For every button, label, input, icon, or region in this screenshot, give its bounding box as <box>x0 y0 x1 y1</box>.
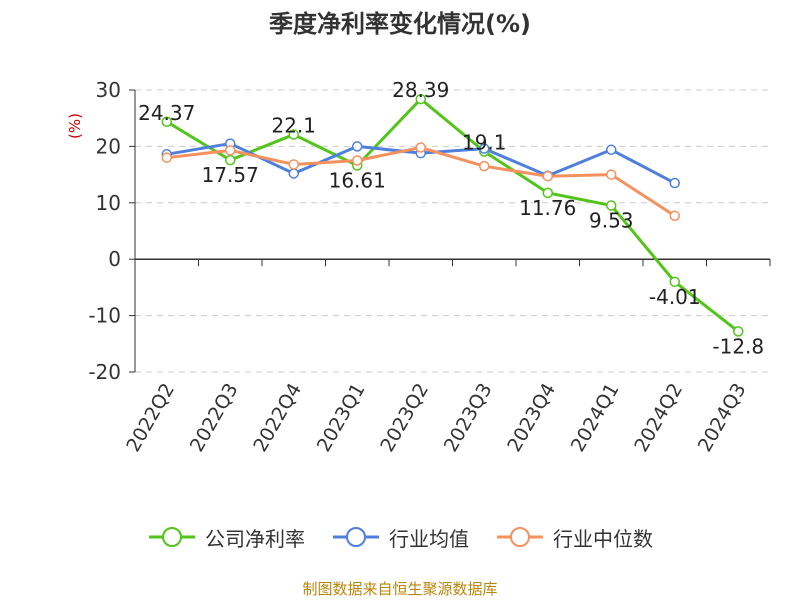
legend-label: 行业均值 <box>389 526 469 551</box>
data-point <box>669 276 680 288</box>
data-point <box>225 154 236 166</box>
data-point <box>733 326 744 337</box>
data-label: 9.53 <box>589 208 634 232</box>
legend-label: 公司净利率 <box>205 526 305 551</box>
gridlines <box>135 89 770 373</box>
data-point <box>606 169 617 180</box>
y-tick-label: 0 <box>108 247 121 271</box>
legend-swatch-icon <box>333 527 379 547</box>
data-point <box>352 155 363 166</box>
data-point <box>288 159 299 170</box>
source-note: 制图数据来自恒生聚源数据库 <box>302 580 498 598</box>
legend-label: 行业中位数 <box>553 526 653 551</box>
data-point <box>669 210 680 222</box>
data-point <box>161 152 172 163</box>
data-labels: 24.37 17.57 22.1 16.61 28.39 19.1 11.76 9.53 -4.… <box>138 78 764 358</box>
legend: 公司净利率 行业均值 行业中位数 <box>0 520 800 554</box>
data-label: -4.01 <box>649 285 701 309</box>
data-point <box>415 93 426 105</box>
data-point <box>606 144 617 156</box>
x-tick-label: 2024Q1 <box>567 380 624 456</box>
x-tick-label: 2022Q3 <box>186 380 243 456</box>
data-label: 24.37 <box>138 101 195 125</box>
y-tick-label: 20 <box>96 134 121 158</box>
legend-item: 公司净利率 <box>147 523 305 552</box>
data-point <box>288 129 299 140</box>
data-label: 22.1 <box>271 114 316 138</box>
data-point <box>606 200 617 211</box>
x-tick-label: 2023Q4 <box>503 380 560 456</box>
legend-swatch-icon <box>149 527 195 547</box>
x-tick-label: 2024Q2 <box>630 380 687 456</box>
x-tick-label: 2023Q2 <box>376 380 433 456</box>
y-axis-label: (%) <box>66 113 84 139</box>
legend-item: 行业中位数 <box>495 523 653 552</box>
series-line <box>165 97 740 333</box>
legend-swatch-icon <box>497 527 543 547</box>
data-label: 28.39 <box>392 78 449 102</box>
data-point <box>542 171 553 182</box>
data-point <box>542 187 553 199</box>
x-tick-label: 2024Q3 <box>694 380 751 456</box>
data-point <box>479 143 490 154</box>
series-points <box>161 93 744 337</box>
x-tick-label: 2023Q1 <box>313 380 370 456</box>
chart-title: 季度净利率变化情况(%) <box>269 10 531 38</box>
y-tick-label: 30 <box>96 78 121 102</box>
x-tick-label: 2022Q2 <box>122 380 179 456</box>
data-label: 11.76 <box>519 196 576 220</box>
x-tick-label: 2023Q3 <box>440 380 497 456</box>
data-point <box>288 168 299 179</box>
legend-item: 行业均值 <box>331 523 469 552</box>
x-tick-label: 2022Q4 <box>249 380 306 456</box>
axes: 30 20 10 0 -10 -20 (%) 2022Q2 2022Q3 2022Q4 2023Q1… <box>66 78 771 456</box>
y-tick-label: 10 <box>96 191 121 215</box>
data-point <box>415 142 426 153</box>
data-point <box>225 145 236 156</box>
data-point <box>352 141 363 152</box>
data-point <box>669 177 680 189</box>
y-tick-label: -10 <box>88 304 121 328</box>
data-label: 19.1 <box>462 130 507 154</box>
data-label: -12.8 <box>712 334 764 358</box>
data-label: 16.61 <box>329 169 386 193</box>
data-point <box>161 116 172 128</box>
data-label: 17.57 <box>202 163 259 187</box>
data-point <box>479 160 490 172</box>
y-tick-label: -20 <box>88 360 121 384</box>
